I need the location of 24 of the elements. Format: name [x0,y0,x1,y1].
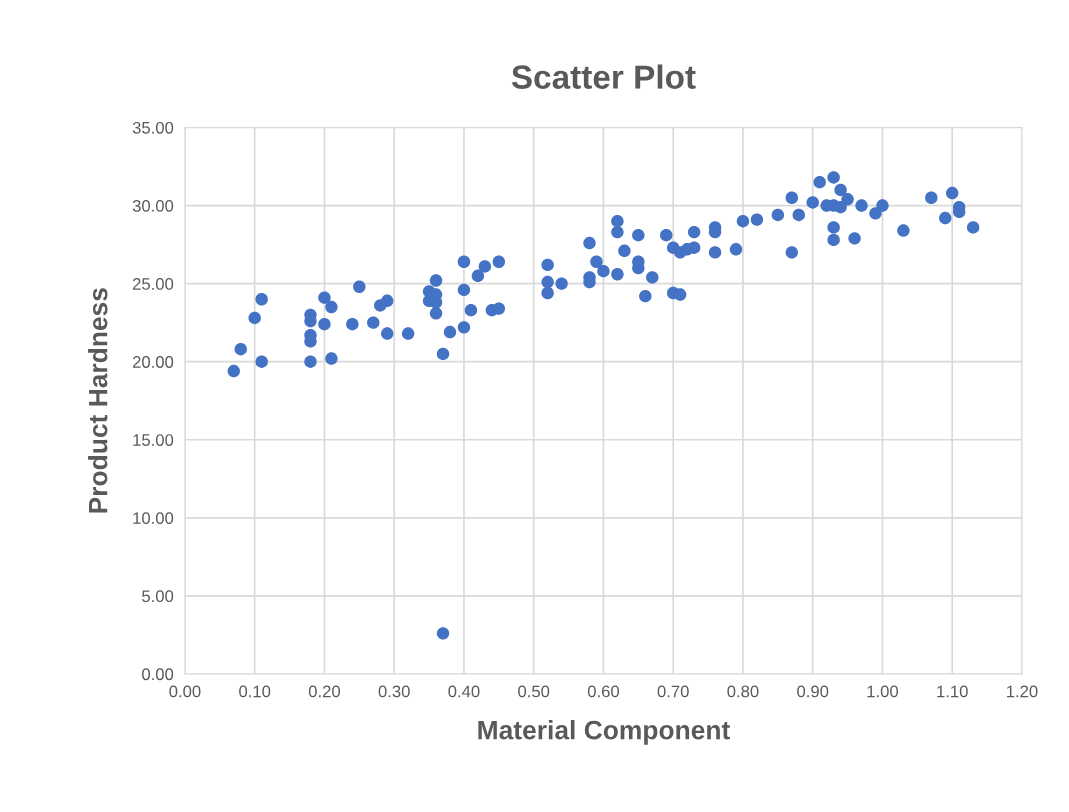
x-tick-label: 0.10 [239,685,271,698]
x-tick-label: 1.10 [937,685,968,698]
x-tick-label: 0.30 [378,685,410,698]
x-tick-label: 0.40 [448,685,480,698]
y-tick-label: 5.00 [142,590,174,603]
x-tick-label: 1.20 [1007,685,1038,698]
x-tick-label: 0.50 [518,685,550,698]
y-tick-label: 0.00 [142,668,174,681]
x-axis-title: Material Component [478,720,730,745]
y-axis-title: Product Hardness [88,288,108,513]
x-tick-label: 1.00 [867,685,899,698]
x-tick-label: 0.60 [587,685,620,698]
chart-title: Scatter Plot [511,64,696,89]
x-tick-label: 0.00 [169,685,201,698]
y-tick-label: 25.00 [132,278,174,290]
y-tick-label: 10.00 [133,512,174,525]
x-tick-label: 0.80 [727,685,759,698]
y-tick-label: 30.00 [132,199,174,212]
y-tick-label: 35.00 [132,121,174,134]
y-tick-label: 20.00 [132,356,174,368]
y-tick-label: 15.00 [133,434,174,446]
x-tick-label: 0.20 [308,685,341,698]
x-tick-label: 0.90 [797,685,829,698]
x-tick-label: 0.70 [657,685,689,698]
